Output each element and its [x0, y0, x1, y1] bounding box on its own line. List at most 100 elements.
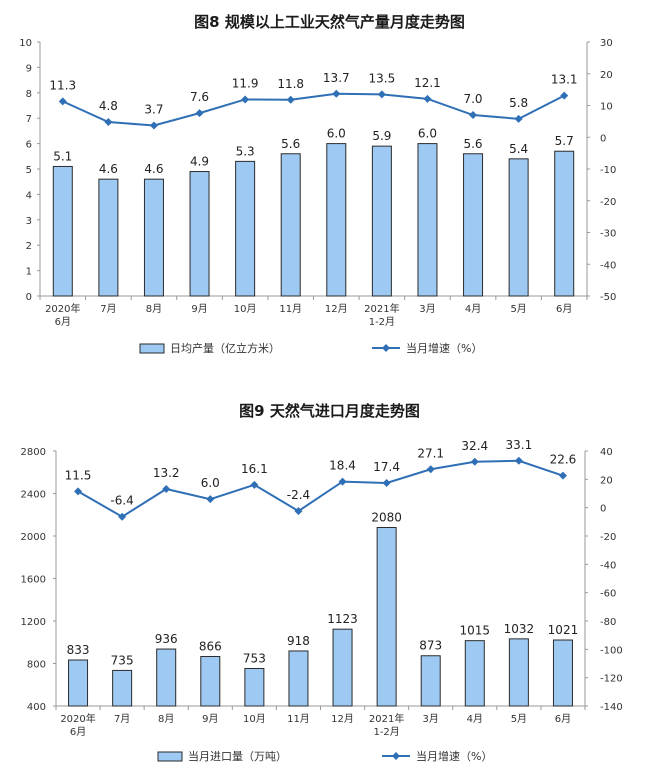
line-value-label: 12.1 [414, 76, 441, 90]
y-right-tick-label: -20 [600, 197, 616, 208]
bar [68, 659, 89, 707]
x-category-label-line: 4月 [465, 303, 481, 315]
chart-title: 图8 规模以上工业天然气产量月度走势图 [194, 13, 465, 31]
bar-value-label: 5.6 [463, 137, 482, 151]
line-value-label: 11.3 [49, 78, 76, 92]
line-value-label: 11.9 [232, 76, 259, 90]
x-category-label: 11月 [287, 713, 310, 725]
x-category-label: 6月 [556, 303, 572, 315]
legend-line-label: 当月增速（%） [406, 341, 482, 355]
line-point-marker [195, 109, 204, 118]
x-category-label-line: 6月 [70, 726, 86, 738]
bar [244, 667, 265, 707]
y-right-tick-label: -120 [600, 674, 623, 685]
bar [52, 165, 73, 297]
bar [464, 640, 485, 707]
y-right-tick-label: -60 [600, 589, 616, 600]
y-left-tick-label: 7 [26, 114, 32, 125]
x-category-label: 9月 [191, 303, 207, 315]
x-category-label: 8月 [146, 303, 162, 315]
x-category-label-line: 6月 [556, 303, 572, 315]
bar [371, 145, 392, 297]
x-category-label: 12月 [325, 303, 348, 315]
line-point-marker [470, 457, 479, 466]
y-right-tick-label: -10 [600, 165, 616, 176]
bar-value-label: 4.6 [144, 162, 163, 176]
bar-value-label: 735 [111, 653, 134, 667]
line-value-label: 5.8 [509, 96, 528, 110]
bar-value-label: 5.3 [236, 144, 255, 158]
x-category-label: 10月 [234, 303, 257, 315]
bar-value-label: 833 [67, 643, 90, 657]
line-point-marker [149, 121, 158, 130]
x-category-label-line: 2020年 [45, 302, 80, 315]
x-category-label-line: 3月 [419, 303, 435, 315]
x-category-label-line: 2020年 [60, 712, 95, 725]
bar-value-label: 1021 [548, 623, 579, 637]
legend-bar-swatch [139, 343, 165, 354]
x-category-label-line: 11月 [287, 713, 310, 725]
line-value-label: 7.6 [190, 90, 209, 104]
bar-value-label: 4.9 [190, 155, 209, 169]
x-category-label-line: 8月 [158, 713, 174, 725]
line-point-marker [469, 111, 478, 120]
line-point-marker [514, 456, 523, 465]
line-value-label: 18.4 [329, 459, 356, 473]
line-point-marker [286, 95, 295, 104]
legend-bar-label: 日均产量（亿立方米） [170, 341, 280, 355]
line-point-marker [250, 480, 259, 489]
legend-line-marker [382, 344, 390, 352]
line-point-marker [74, 487, 83, 496]
y-right-tick-label: -40 [600, 560, 616, 571]
x-category-label-line: 9月 [202, 713, 218, 725]
y-right-tick-label: -20 [600, 532, 616, 543]
x-category-label: 12月 [331, 713, 354, 725]
line-value-label: 7.0 [463, 92, 482, 106]
x-category-label: 6月 [555, 713, 571, 725]
bar [112, 669, 133, 707]
x-category-label: 2020年 6月 [60, 712, 95, 738]
x-category-label: 2021年 1-2月 [364, 302, 399, 328]
legend-bar-label: 当月进口量（万吨） [188, 749, 287, 763]
bar [420, 655, 441, 707]
y-right-tick-label: 30 [600, 38, 613, 49]
bar [417, 143, 438, 297]
x-category-label: 3月 [423, 713, 439, 725]
line-point-marker [206, 495, 215, 504]
growth-rate-line [62, 92, 565, 127]
y-left-tick-label: 5 [26, 165, 32, 176]
bar-value-label: 1015 [460, 624, 491, 638]
bar-value-label: 5.4 [509, 142, 528, 156]
line-point-marker [332, 89, 341, 98]
y-left-tick-label: 0 [26, 292, 32, 303]
x-category-label-line: 11月 [279, 303, 302, 315]
bar-value-label: 5.9 [372, 129, 391, 143]
x-category-label-line: 12月 [325, 303, 348, 315]
y-right-tick-label: -80 [600, 617, 616, 628]
bar-value-label: 6.0 [327, 127, 346, 141]
bar [463, 153, 484, 297]
bar [189, 171, 210, 297]
y-left-tick-label: 1200 [21, 617, 46, 628]
x-category-label-line: 8月 [146, 303, 162, 315]
y-left-tick-label: 3 [26, 216, 32, 227]
bar [326, 143, 347, 297]
x-category-label: 3月 [419, 303, 435, 315]
y-right-tick-label: 0 [600, 504, 606, 515]
x-category-label: 11月 [279, 303, 302, 315]
bar [235, 160, 256, 297]
bar-value-label: 1032 [504, 622, 535, 636]
chart-gas-import: 图9 天然气进口月度走势图40080012001600200024002800-… [21, 402, 623, 763]
x-category-label: 10月 [243, 713, 266, 725]
x-category-label-line: 1-2月 [369, 316, 395, 328]
x-category-label: 4月 [467, 713, 483, 725]
legend-line-label: 当月增速（%） [416, 749, 492, 763]
y-left-tick-label: 2 [26, 241, 32, 252]
y-right-tick-label: 20 [600, 475, 613, 486]
y-right-tick-label: -140 [600, 702, 623, 713]
line-value-label: 22.6 [550, 453, 577, 467]
x-category-label-line: 5月 [510, 303, 526, 315]
x-category-label-line: 2021年 [364, 302, 399, 315]
bar-value-label: 6.0 [418, 127, 437, 141]
